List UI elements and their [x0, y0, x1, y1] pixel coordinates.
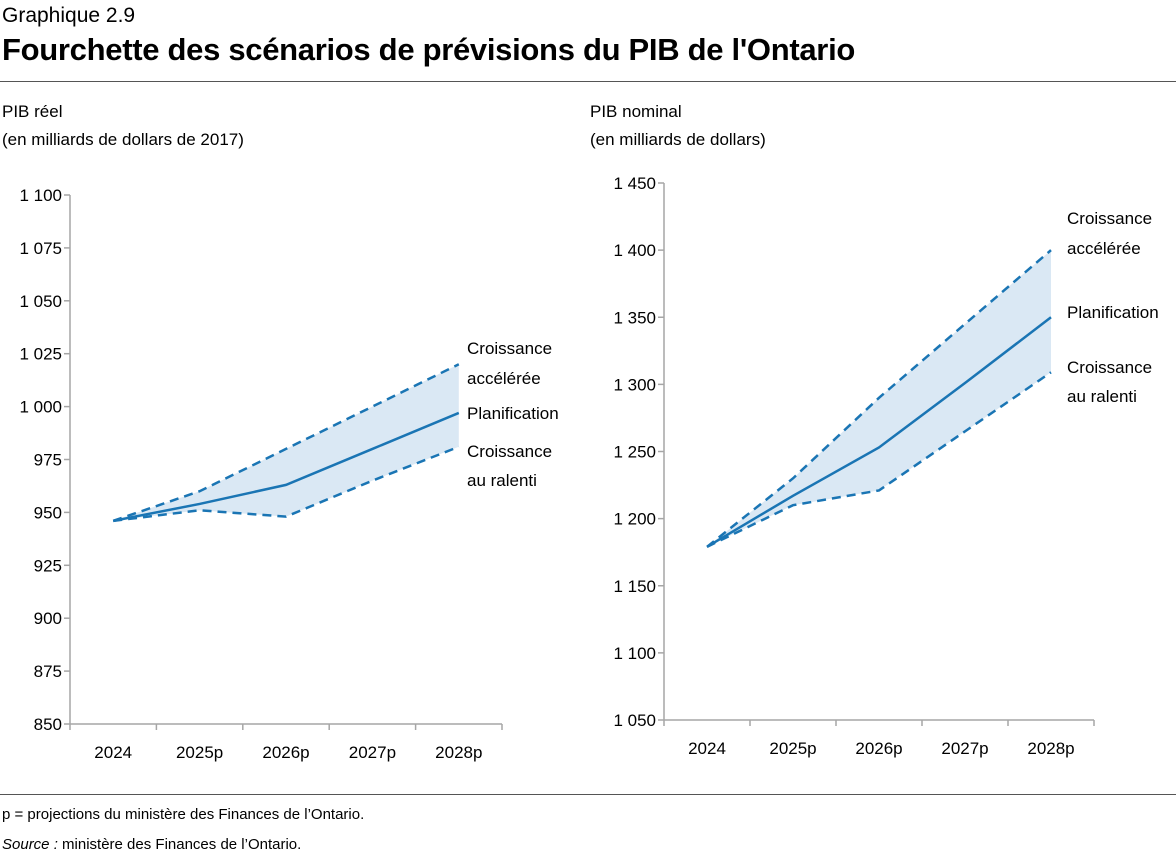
- footnote: p = projections du ministère des Finance…: [2, 806, 365, 823]
- chart1-y-tick-label: 1 075: [19, 239, 62, 258]
- chart2-series-label: au ralenti: [1067, 387, 1137, 406]
- chart2-x-tick-label: 2024: [688, 739, 726, 758]
- chart2-series-croissance-acc-l-r-e: [706, 249, 1052, 548]
- chart2-y-tick-label: 1 350: [613, 308, 656, 327]
- left-ylabel-line1: PIB réel: [2, 102, 63, 121]
- chart1-y-tick-label: 900: [34, 609, 62, 628]
- chart2-y-tick-label: 1 050: [613, 711, 656, 730]
- chart2-series-label: Croissance: [1067, 209, 1152, 228]
- chart2-series-croissance-au-ralenti: [706, 371, 1052, 548]
- chart2-y-tick-label: 1 150: [613, 577, 656, 596]
- chart1-x-tick-label: 2028p: [435, 743, 482, 762]
- chart1-y-tick-label: 850: [34, 715, 62, 734]
- source-text: ministère des Finances de l’Ontario.: [57, 836, 302, 853]
- chart2-y-tick-label: 1 200: [613, 510, 656, 529]
- left-ylabel-line2: (en milliards de dollars de 2017): [2, 130, 244, 149]
- chart1-series-croissance-acc-l-r-e: [112, 363, 460, 523]
- chart1-y-tick-label: 1 000: [19, 398, 62, 417]
- chart2-y-tick-label: 1 250: [613, 443, 656, 462]
- chart2-series-label: Croissance: [1067, 358, 1152, 377]
- chart2-series-label: accélérée: [1067, 239, 1141, 258]
- chart2-y-tick-label: 1 450: [613, 174, 656, 193]
- chart1-range-band: [113, 364, 459, 521]
- chart2-y-tick-label: 1 300: [613, 375, 656, 394]
- chart1-series-label: Planification: [467, 404, 559, 423]
- chart2-y-tick-label: 1 100: [613, 644, 656, 663]
- chart2-x-tick-label: 2027p: [941, 739, 988, 758]
- footer-divider: [0, 794, 1176, 795]
- chart1-series-croissance-au-ralenti: [113, 445, 460, 523]
- chart-title: Fourchette des scénarios de prévisions d…: [2, 32, 856, 67]
- chart1-y-tick-label: 975: [34, 451, 62, 470]
- chart1-y-tick-label: 1 100: [19, 186, 62, 205]
- chart1-y-tick-label: 925: [34, 556, 62, 575]
- source-label: Source :: [2, 836, 58, 853]
- chart2-series-label: Planification: [1067, 303, 1159, 322]
- right-ylabel: PIB nominal (en milliards de dollars): [590, 98, 766, 154]
- chart1-y-tick-label: 1 050: [19, 292, 62, 311]
- chart1-x-tick-label: 2026p: [262, 743, 309, 762]
- chart1-series-planification: [112, 411, 460, 523]
- chart2-x-tick-label: 2028p: [1027, 739, 1074, 758]
- chart1-series-label: au ralenti: [467, 471, 537, 490]
- chart1-y-tick-label: 950: [34, 503, 62, 522]
- chart2-y-tick-label: 1 400: [613, 241, 656, 260]
- right-ylabel-line2: (en milliards de dollars): [590, 130, 766, 149]
- chart2-series-planification: [706, 316, 1052, 548]
- figure-number: Graphique 2.9: [2, 4, 136, 27]
- chart2-x-tick-label: 2025p: [769, 739, 816, 758]
- chart1-series-label: Croissance: [467, 442, 552, 461]
- chart1-y-tick-label: 875: [34, 662, 62, 681]
- left-ylabel: PIB réel (en milliards de dollars de 201…: [2, 98, 244, 154]
- chart1-x-tick-label: 2027p: [349, 743, 396, 762]
- right-ylabel-line1: PIB nominal: [590, 102, 682, 121]
- chart1-x-tick-label: 2025p: [176, 743, 223, 762]
- chart1-series-label: Croissance: [467, 339, 552, 358]
- chart1-series-label: accélérée: [467, 369, 541, 388]
- title-divider: [0, 81, 1176, 82]
- source-line: Source : ministère des Finances de l’Ont…: [2, 836, 301, 853]
- chart2-x-tick-label: 2026p: [855, 739, 902, 758]
- chart1-x-tick-label: 2024: [94, 743, 132, 762]
- chart1-y-tick-label: 1 025: [19, 345, 62, 364]
